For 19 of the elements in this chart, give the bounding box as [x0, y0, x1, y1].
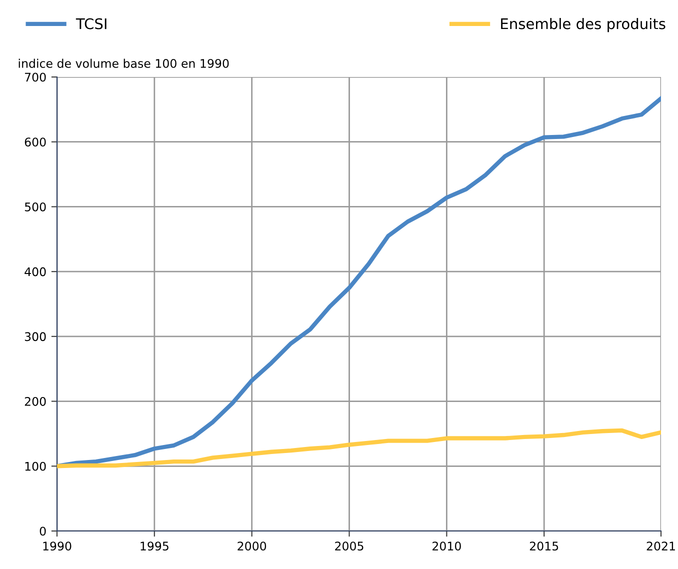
y-tick-label: 100 [25, 462, 46, 471]
x-tick-label: 2015 [530, 542, 558, 551]
y-tick-label: 200 [24, 397, 46, 406]
y-tick-label: 700 [25, 72, 46, 82]
x-tick-label: 2021 [646, 542, 675, 551]
y-tick-label: 600 [24, 138, 46, 147]
y-tick-label: 400 [24, 267, 46, 276]
x-tick-label: 2005 [335, 542, 364, 551]
y-tick-label: 300 [24, 332, 46, 342]
x-tick-label: 1990 [43, 542, 72, 551]
legend-label: TCSI [76, 18, 106, 30]
y-tick-label: 0 [40, 526, 46, 536]
x-tick-label: 2010 [432, 542, 461, 551]
y-tick-label: 500 [24, 202, 46, 212]
legend-label: Ensemble des produits [501, 18, 666, 32]
x-tick-label: 2000 [238, 542, 266, 551]
x-tick-label: 1995 [140, 542, 168, 551]
line-series [57, 428, 661, 468]
y-axis-title: indice de volume base 100 en 1990 [18, 58, 229, 68]
